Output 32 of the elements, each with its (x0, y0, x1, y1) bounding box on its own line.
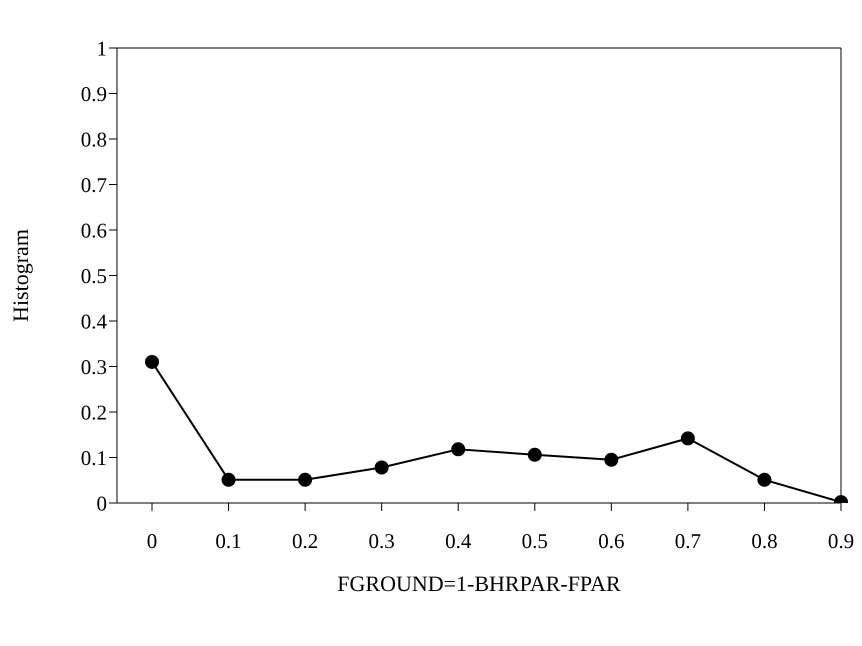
x-tick-label: 0.1 (215, 528, 242, 553)
x-axis-title: FGROUND=1-BHRPAR-FPAR (337, 571, 622, 596)
y-tick-label: 0.4 (80, 309, 108, 334)
y-tick-label: 0.5 (80, 264, 107, 288)
x-tick-label: 0.8 (751, 528, 778, 553)
point (680, 431, 695, 446)
x-tick-label: 0.9 (828, 528, 854, 553)
point (604, 452, 618, 467)
y-tick-label: 0.9 (80, 82, 107, 106)
x-tick-label: 0.6 (598, 528, 624, 553)
x-tick-label: 0.5 (522, 528, 548, 553)
y-axis-title: Histogram (8, 229, 33, 322)
y-tick-label: 0.6 (80, 218, 107, 242)
x-tick-label: 0.3 (368, 528, 395, 553)
point (451, 442, 466, 456)
y-tick-label: 0.1 (80, 446, 107, 470)
x-tick-label: 0.4 (445, 528, 472, 553)
y-tick-label: 1 (96, 36, 107, 60)
x-tick-label: 0.7 (674, 528, 702, 553)
point (298, 472, 312, 487)
x-tick-label: 0.2 (292, 528, 318, 553)
x-tick-label: 0 (146, 528, 158, 553)
point (222, 472, 236, 487)
point (374, 460, 389, 475)
point (145, 354, 159, 369)
y-tick-label: 0.2 (80, 400, 107, 424)
y-tick-label: 0.7 (80, 172, 107, 197)
y-tick-label: 0 (96, 491, 107, 516)
y-tick-label: 0.3 (80, 354, 107, 379)
point (528, 448, 542, 462)
point (757, 472, 772, 487)
y-tick-label: 0.8 (80, 127, 107, 152)
